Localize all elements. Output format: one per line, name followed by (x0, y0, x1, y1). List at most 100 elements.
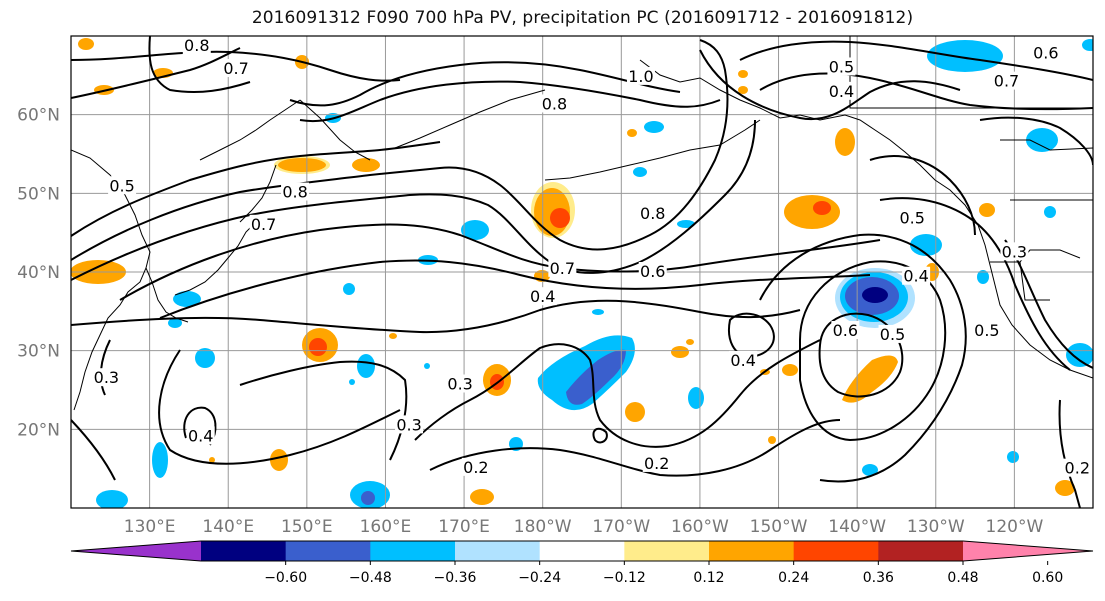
colorbar-tick-label: −0.36 (434, 570, 477, 586)
plot-title: 2016091312 F090 700 hPa PV, precipitatio… (251, 8, 914, 28)
contour-label-bg (638, 203, 667, 222)
lat-label: 60°N (17, 106, 60, 126)
colorbar-tick-label: 0.48 (947, 570, 978, 586)
contour-label-bg (992, 71, 1021, 90)
pv-contour (71, 141, 441, 237)
pv-contour (592, 427, 608, 444)
lon-label: 150°W (750, 517, 808, 537)
precip-blob (677, 220, 695, 228)
contour-label: 0.4 (530, 287, 555, 306)
state-borders (1019, 261, 1050, 301)
pv-contour (739, 40, 1093, 81)
contour-label-bg (972, 321, 1001, 339)
lat-label: 20°N (17, 420, 60, 440)
contour-label-bg (540, 94, 569, 113)
precip-blob (633, 167, 647, 177)
precip-blob (835, 128, 855, 156)
precip-blob (738, 70, 748, 78)
colorbar-swatch (878, 541, 964, 561)
contour-label-bg (395, 415, 424, 434)
colorbar-tick-label: −0.12 (603, 570, 646, 586)
precip-blob (550, 208, 570, 228)
map-frame (70, 35, 1094, 509)
lon-label: 140°E (202, 517, 254, 537)
coastline-north-america (639, 59, 1093, 379)
colorbar-tick-label: 0.60 (1032, 570, 1063, 586)
contour-label: 0.8 (282, 183, 307, 202)
state-borders (990, 249, 1081, 263)
contour-label: 0.3 (1002, 242, 1027, 261)
precip-blob (352, 158, 380, 172)
contour-label-bg (902, 266, 931, 285)
lon-label: 130°E (124, 517, 176, 537)
pv-contour (759, 72, 1093, 111)
precip-blob (349, 379, 355, 385)
pv-contour (148, 36, 251, 93)
lat-label: 40°N (17, 263, 60, 283)
colorbar: −0.60 −0.48 −0.36 −0.24 −0.12 0.12 0.24 0.36 0.4… (70, 540, 1094, 586)
precip-blob (361, 491, 375, 505)
contour-label: 0.5 (880, 325, 905, 344)
contour-labels: 0.8 0.7 1.0 0.8 0.5 0.4 0.7 0.6 0.5 0.8 0.7 0.8 0.5 0… (92, 36, 1092, 478)
lat-label: 30°N (17, 342, 60, 362)
colorbar-extension-low (71, 541, 201, 561)
precip-blob (738, 86, 748, 94)
lon-label: 170°E (438, 517, 490, 537)
contour-label: 0.3 (396, 415, 421, 434)
contour-label-bg (528, 287, 557, 306)
precip-blob (209, 457, 215, 463)
precip-blob (784, 195, 840, 229)
contour-label: 0.8 (184, 36, 209, 55)
pv-contour (119, 223, 881, 301)
precip-blob (1044, 206, 1056, 218)
pv-contour (429, 419, 841, 477)
lon-label: 160°W (671, 517, 729, 537)
contour-label-bg (642, 453, 671, 472)
precip-blob (686, 339, 694, 345)
precip-blob (1082, 39, 1093, 51)
contour-label: 0.6 (1033, 43, 1058, 62)
pv-contour (71, 419, 116, 481)
precip-shading (71, 38, 1093, 508)
precip-blob (1066, 343, 1093, 367)
pv-contour (71, 299, 801, 334)
pv-contour (414, 339, 821, 448)
coastline-japan (174, 221, 257, 296)
lon-label: 140°W (828, 517, 886, 537)
contour-label: 1.0 (628, 67, 653, 86)
contour-label: 0.7 (994, 72, 1019, 91)
colorbar-tick-label: −0.60 (264, 570, 307, 586)
precip-blob (461, 220, 489, 240)
pv-contour (71, 50, 401, 82)
contour-label: 0.6 (640, 262, 665, 281)
contour-label: 0.4 (829, 82, 854, 101)
precip-blob (173, 291, 201, 307)
colorbar-outline (70, 540, 1094, 562)
contour-label-bg (827, 81, 856, 100)
contour-label: 0.5 (974, 321, 999, 340)
precip-blob (96, 490, 128, 508)
contour-label-bg (182, 36, 211, 55)
precip-blob (842, 355, 898, 403)
precip-blob (343, 283, 355, 295)
precip-blob (78, 38, 94, 50)
contour-label: 0.5 (109, 176, 134, 195)
precip-blob (927, 40, 1003, 72)
contour-label: 0.3 (94, 368, 119, 387)
contour-label-bg (827, 57, 856, 76)
pv-contour (71, 39, 729, 261)
contour-label-bg (92, 368, 121, 387)
contour-label-bg (1031, 43, 1060, 62)
precip-blob (910, 234, 942, 256)
contour-label-bg (461, 457, 490, 476)
colorbar-swatch (539, 541, 625, 561)
colorbar-swatch (793, 541, 879, 561)
colorbar-tick-label: 0.12 (693, 570, 724, 586)
province-borders (1000, 139, 1093, 151)
pv-contour (183, 406, 217, 446)
precip-blob (270, 449, 288, 471)
precip-blob (1007, 451, 1019, 463)
pv-contour (159, 259, 871, 319)
coastline-sakhalin (239, 164, 277, 223)
